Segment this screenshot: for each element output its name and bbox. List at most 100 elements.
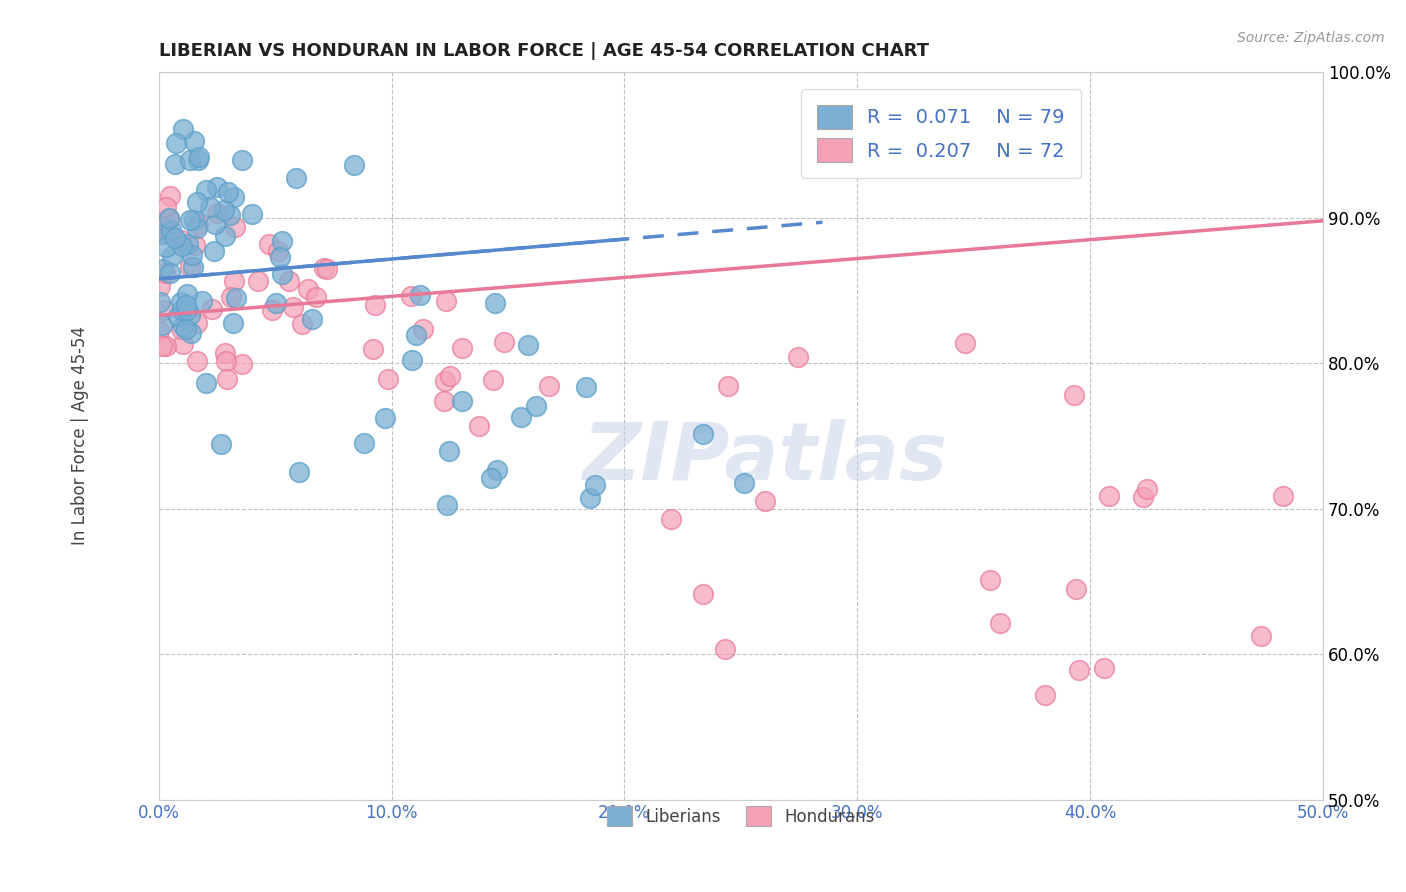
Point [451,342,474,356]
Point [215,354,238,368]
Point [149,295,172,310]
Point [754,494,776,508]
Point [202,244,225,258]
Point [278,274,301,288]
Point [152,302,174,317]
Point [179,213,201,227]
Point [204,217,226,231]
Point [222,190,245,204]
Point [160,249,183,263]
Point [224,219,246,234]
Point [266,296,288,310]
Point [150,339,173,353]
Point [492,335,515,350]
Point [281,301,304,315]
Point [186,353,208,368]
Point [170,233,193,247]
Point [194,184,217,198]
Point [181,260,204,274]
Point [714,642,737,657]
Point [179,153,201,168]
Point [412,321,434,335]
Point [291,317,314,331]
Point [184,238,207,252]
Point [157,211,180,226]
Point [361,342,384,356]
Point [377,372,399,386]
Point [1136,483,1159,497]
Point [176,302,198,317]
Point [186,194,208,209]
Point [209,436,232,450]
Point [174,298,197,312]
Point [717,379,740,393]
Point [1069,664,1091,678]
Point [305,290,328,304]
Point [401,352,423,367]
Point [225,291,247,305]
Point [988,615,1011,630]
Point [183,134,205,148]
Point [160,223,183,237]
Point [297,282,319,296]
Point [152,261,174,276]
Point [692,427,714,442]
Point [1132,490,1154,504]
Point [221,289,243,303]
Point [484,296,506,310]
Point [284,170,307,185]
Point [172,319,194,334]
Point [433,394,456,409]
Point [510,410,533,425]
Point [315,262,337,277]
Point [269,250,291,264]
Point [191,293,214,308]
Point [733,475,755,490]
Point [222,274,245,288]
Text: Source: ZipAtlas.com: Source: ZipAtlas.com [1237,31,1385,45]
Legend: Liberians, Hondurans: Liberians, Hondurans [599,797,883,835]
Point [187,217,209,231]
Text: LIBERIAN VS HONDURAN IN LABOR FORCE | AGE 45-54 CORRELATION CHART: LIBERIAN VS HONDURAN IN LABOR FORCE | AG… [159,42,929,60]
Point [409,288,432,302]
Point [222,316,245,330]
Point [1033,689,1056,703]
Point [186,316,208,330]
Point [231,357,253,371]
Point [578,491,600,505]
Point [1272,489,1295,503]
Point [172,302,194,317]
Point [479,471,502,485]
Point [218,208,240,222]
Point [172,336,194,351]
Point [150,318,173,333]
Point [575,380,598,394]
Point [1063,388,1085,402]
Y-axis label: In Labor Force | Age 45-54: In Labor Force | Age 45-54 [72,326,89,546]
Point [1064,582,1087,597]
Point [179,308,201,322]
Point [179,260,201,274]
Point [246,274,269,288]
Point [486,463,509,477]
Point [155,339,177,353]
Point [451,393,474,408]
Point [692,586,714,600]
Point [205,180,228,194]
Point [157,211,180,226]
Point [955,335,977,350]
Point [439,368,461,383]
Point [270,234,292,248]
Point [437,443,460,458]
Point [343,158,366,172]
Point [659,512,682,526]
Point [172,122,194,136]
Point [149,220,172,235]
Point [214,229,236,244]
Point [436,498,458,512]
Point [167,309,190,323]
Point [186,221,208,235]
Point [516,337,538,351]
Point [524,399,547,413]
Point [1098,489,1121,503]
